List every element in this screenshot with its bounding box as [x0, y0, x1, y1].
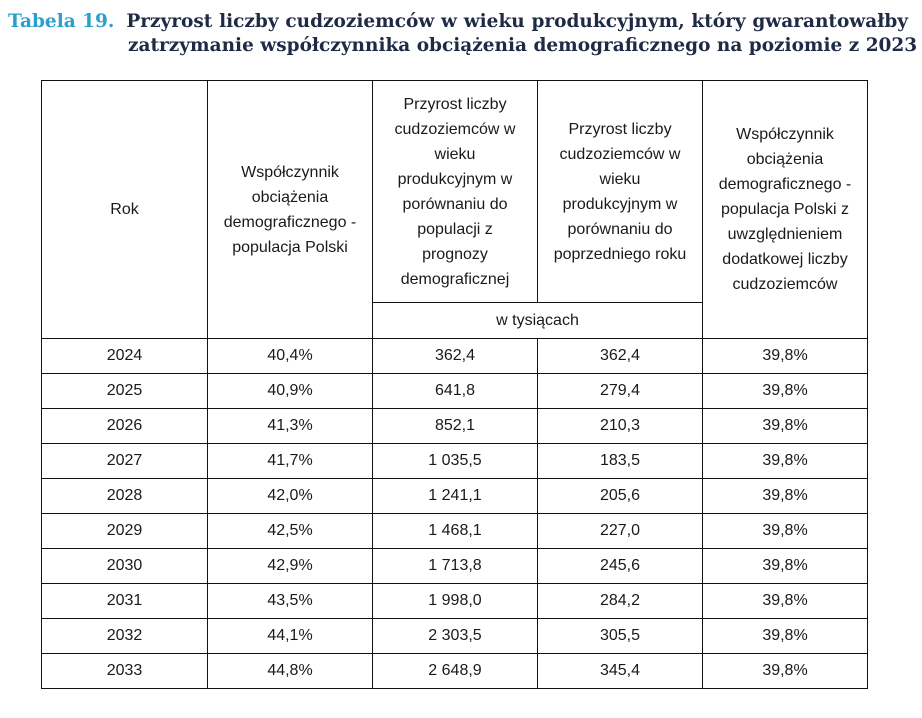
cell-growth-vs-previous: 362,4 [537, 338, 703, 374]
cell-ratio-with-foreigners: 39,8% [702, 618, 868, 654]
cell-growth-vs-forecast: 1 241,1 [372, 478, 538, 514]
caption-title-line-1: Przyrost liczby cudzoziemców w wieku pro… [126, 11, 908, 32]
cell-year: 2028 [41, 478, 208, 514]
caption-line-1: Tabela 19. Przyrost liczby cudzoziemców … [8, 10, 908, 34]
table-row: 2024 40,4% 362,4 362,4 39,8% [41, 338, 868, 374]
cell-growth-vs-forecast: 1 468,1 [372, 513, 538, 549]
cell-ratio-with-foreigners: 39,8% [702, 513, 868, 549]
cell-growth-vs-previous: 245,6 [537, 548, 703, 584]
cell-year: 2026 [41, 408, 208, 444]
table-row: 2025 40,9% 641,8 279,4 39,8% [41, 373, 868, 409]
table-row: 2032 44,1% 2 303,5 305,5 39,8% [41, 618, 868, 654]
cell-growth-vs-previous: 227,0 [537, 513, 703, 549]
table-row: 2027 41,7% 1 035,5 183,5 39,8% [41, 443, 868, 479]
cell-ratio-with-foreigners: 39,8% [702, 653, 868, 689]
caption-label: Tabela 19. [8, 11, 115, 32]
cell-year: 2030 [41, 548, 208, 584]
cell-growth-vs-previous: 345,4 [537, 653, 703, 689]
caption-title-line-2: zatrzymanie współczynnika obciążenia dem… [128, 35, 922, 56]
cell-growth-vs-previous: 183,5 [537, 443, 703, 479]
cell-year: 2031 [41, 583, 208, 619]
header-growth-vs-previous: Przyrost liczby cudzoziemców w wieku pro… [537, 80, 703, 303]
header-year: Rok [41, 80, 208, 339]
cell-growth-vs-forecast: 362,4 [372, 338, 538, 374]
cell-ratio: 42,5% [207, 513, 373, 549]
cell-growth-vs-previous: 305,5 [537, 618, 703, 654]
table-row: 2028 42,0% 1 241,1 205,6 39,8% [41, 478, 868, 514]
header-ratio: Współczynnik obciążenia demograficznego … [207, 80, 373, 339]
header-ratio-with-foreigners: Współczynnik obciążenia demograficznego … [702, 80, 868, 339]
cell-growth-vs-previous: 205,6 [537, 478, 703, 514]
cell-growth-vs-forecast: 1 713,8 [372, 548, 538, 584]
cell-ratio: 42,9% [207, 548, 373, 584]
table-row: 2030 42,9% 1 713,8 245,6 39,8% [41, 548, 868, 584]
cell-ratio: 43,5% [207, 583, 373, 619]
table-body: 2024 40,4% 362,4 362,4 39,8% 2025 40,9% 641,8 27… [41, 338, 868, 689]
cell-ratio-with-foreigners: 39,8% [702, 548, 868, 584]
cell-year: 2033 [41, 653, 208, 689]
cell-year: 2027 [41, 443, 208, 479]
cell-year: 2029 [41, 513, 208, 549]
cell-ratio-with-foreigners: 39,8% [702, 443, 868, 479]
cell-year: 2024 [41, 338, 208, 374]
cell-year: 2032 [41, 618, 208, 654]
cell-ratio-with-foreigners: 39,8% [702, 408, 868, 444]
cell-ratio: 42,0% [207, 478, 373, 514]
cell-growth-vs-previous: 279,4 [537, 373, 703, 409]
table-row: 2029 42,5% 1 468,1 227,0 39,8% [41, 513, 868, 549]
cell-growth-vs-forecast: 852,1 [372, 408, 538, 444]
cell-growth-vs-previous: 210,3 [537, 408, 703, 444]
cell-ratio-with-foreigners: 39,8% [702, 338, 868, 374]
cell-growth-vs-previous: 284,2 [537, 583, 703, 619]
cell-ratio-with-foreigners: 39,8% [702, 478, 868, 514]
cell-growth-vs-forecast: 2 303,5 [372, 618, 538, 654]
cell-ratio: 44,8% [207, 653, 373, 689]
cell-ratio: 40,4% [207, 338, 373, 374]
table-row: 2031 43,5% 1 998,0 284,2 39,8% [41, 583, 868, 619]
cell-ratio-with-foreigners: 39,8% [702, 583, 868, 619]
cell-growth-vs-forecast: 1 035,5 [372, 443, 538, 479]
cell-ratio: 44,1% [207, 618, 373, 654]
cell-year: 2025 [41, 373, 208, 409]
table-header: Rok Współczynnik obciążenia demograficzn… [41, 80, 868, 339]
table-row: 2033 44,8% 2 648,9 345,4 39,8% [41, 653, 868, 689]
cell-ratio: 40,9% [207, 373, 373, 409]
table-caption: Tabela 19. Przyrost liczby cudzoziemców … [8, 10, 922, 58]
cell-ratio: 41,3% [207, 408, 373, 444]
cell-ratio: 41,7% [207, 443, 373, 479]
cell-ratio-with-foreigners: 39,8% [702, 373, 868, 409]
cell-growth-vs-forecast: 1 998,0 [372, 583, 538, 619]
header-units: w tysiącach [372, 302, 703, 339]
header-growth-vs-forecast: Przyrost liczby cudzoziemców w wieku pro… [372, 80, 538, 303]
table-row: 2026 41,3% 852,1 210,3 39,8% [41, 408, 868, 444]
cell-growth-vs-forecast: 2 648,9 [372, 653, 538, 689]
cell-growth-vs-forecast: 641,8 [372, 373, 538, 409]
data-table: Rok Współczynnik obciążenia demograficzn… [41, 80, 868, 689]
